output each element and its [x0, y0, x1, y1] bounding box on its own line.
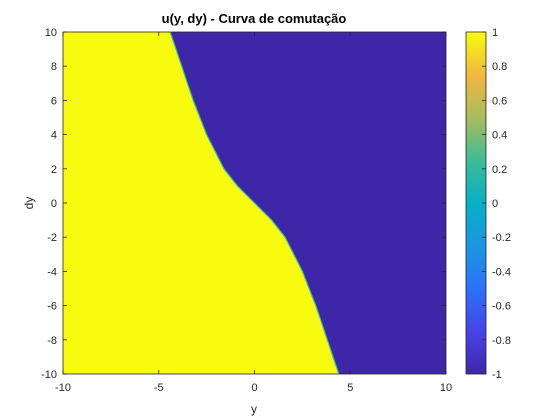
- y-axis-label: dy: [22, 197, 36, 210]
- colorbar-tick-label: -0.6: [492, 301, 511, 313]
- y-tick-label: -4: [47, 266, 57, 278]
- y-tick-label: -10: [41, 369, 57, 381]
- x-tick-label: 10: [440, 382, 452, 394]
- x-tick-label: -10: [55, 382, 71, 394]
- x-tick-label: -5: [154, 382, 164, 394]
- x-axis: -10 -5 0 5 10: [55, 32, 452, 394]
- colorbar: -1 -0.8 -0.6 -0.4 -0.2 0 0.2 0.4 0.6 0.8 1: [465, 27, 511, 381]
- x-tick-label: 5: [347, 382, 353, 394]
- plot-area: [62, 31, 447, 375]
- colorbar-ticks: -1 -0.8 -0.6 -0.4 -0.2 0 0.2 0.4 0.6 0.8 1: [482, 27, 511, 381]
- colorbar-tick-label: -0.8: [492, 335, 511, 347]
- colorbar-tick-label: -1: [492, 369, 502, 381]
- colorbar-tick-label: 0.2: [492, 164, 507, 176]
- y-tick-label: 10: [45, 27, 57, 39]
- colorbar-tick-label: -0.4: [492, 266, 511, 278]
- colorbar-tick-label: 0: [492, 198, 498, 210]
- x-axis-label: y: [251, 402, 257, 416]
- y-tick-label: -6: [47, 301, 57, 313]
- y-axis: -10 -8 -6 -4 -2 0 2 4 6 8 10: [41, 27, 446, 381]
- switching-curve: [169, 31, 340, 375]
- colorbar-tick-label: -0.2: [492, 232, 511, 244]
- y-tick-label: -8: [47, 335, 57, 347]
- y-tick-label: 6: [51, 95, 57, 107]
- y-tick-label: -2: [47, 232, 57, 244]
- colorbar-tick-label: 0.6: [492, 95, 507, 107]
- colorbar-tick-label: 1: [492, 27, 498, 39]
- x-tick-label: 0: [251, 382, 257, 394]
- region-negative: [170, 32, 446, 374]
- colorbar-tick-label: 0.8: [492, 61, 507, 73]
- y-tick-label: 4: [51, 130, 57, 142]
- y-tick-label: 8: [51, 61, 57, 73]
- y-tick-label: 2: [51, 164, 57, 176]
- colorbar-tick-label: 0.4: [492, 130, 507, 142]
- chart-title: u(y, dy) - Curva de comutação: [162, 11, 347, 26]
- y-tick-label: 0: [51, 198, 57, 210]
